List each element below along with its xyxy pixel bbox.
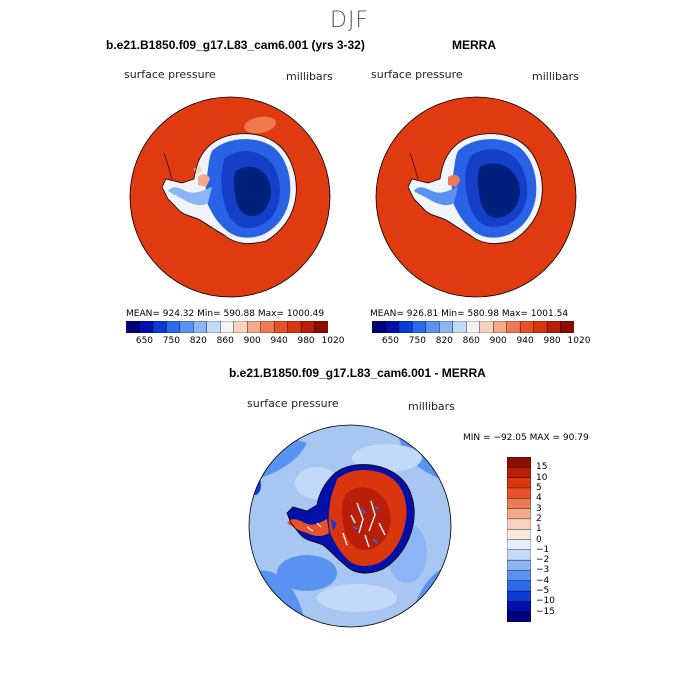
diff-units: millibars <box>408 400 455 413</box>
panel-2-colorbar-swatch <box>560 321 574 333</box>
panel-1-colorbar-tick-label: 820 <box>189 336 207 346</box>
diff-colorbar-labels: 15 10 5 4 3 2 1 0 −1 −2 −3 −4 −5 −10 −15 <box>536 457 576 622</box>
diff-colorbar-tick-label: 1 <box>536 524 542 535</box>
diff-colorbar-swatch <box>507 508 531 520</box>
diff-colorbar-swatch <box>507 487 531 499</box>
panel-1-colorbar-swatch <box>314 321 328 333</box>
panel-2-colorbar-tick-label: 900 <box>489 336 507 346</box>
panel-1-colorbar-tick-label: 860 <box>216 336 234 346</box>
diff-colorbar-swatch <box>507 477 531 489</box>
panel-1-colorbar-tick-label: 940 <box>270 336 288 346</box>
panel-1-colorbar <box>126 321 328 333</box>
panel-1-colorbar-swatch <box>287 321 302 333</box>
panel-2-colorbar-tick-label: 650 <box>381 336 400 346</box>
panel-2-map <box>374 95 578 299</box>
panel-1-colorbar-swatch <box>166 321 181 333</box>
panel-2-units: millibars <box>532 70 579 83</box>
diff-colorbar-tick-label: −1 <box>536 544 550 555</box>
diff-colorbar-swatch <box>507 498 531 510</box>
diff-colorbar-tick-label: −3 <box>536 565 550 576</box>
panel-1-colorbar-swatch <box>152 321 167 333</box>
panel-2-colorbar-tick-label: 980 <box>543 336 561 346</box>
panel-2-colorbar-swatch <box>506 321 521 333</box>
diff-colorbar-tick-label: 5 <box>536 482 542 493</box>
diff-colorbar-swatch <box>507 457 531 468</box>
diff-colorbar-tick-label: 15 <box>536 462 548 473</box>
panel-2-colorbar-swatch <box>372 321 386 333</box>
diff-minmax: MIN = −92.05 MAX = 90.79 <box>463 433 589 443</box>
panel-2-title: MERRA <box>452 38 496 52</box>
panel-2-colorbar-tick-label: 860 <box>462 336 480 346</box>
diff-colorbar-tick-label: 3 <box>536 503 542 514</box>
diff-colorbar-swatch <box>507 590 531 602</box>
panel-2-colorbar-swatch <box>466 321 481 333</box>
panel-2-colorbar-tick-label: 1020 <box>567 336 591 346</box>
diff-colorbar-swatch <box>507 570 531 582</box>
panel-2-colorbar-tick-label: 820 <box>435 336 453 346</box>
diff-colorbar-swatch <box>507 611 531 622</box>
season-title: DJF <box>330 8 370 33</box>
panel-1-colorbar-swatch <box>300 321 316 333</box>
panel-2-colorbar-swatch <box>398 321 413 333</box>
diff-colorbar-tick-label: 4 <box>536 493 542 504</box>
panel-1-stats: MEAN= 924.32 Min= 590.88 Max= 1000.49 <box>126 309 325 319</box>
diff-map <box>247 423 453 629</box>
diff-colorbar-tick-label: −4 <box>536 575 550 586</box>
panel-1-colorbar-labels: 650 750 820 860 900 940 980 1020 <box>126 336 345 348</box>
panel-1-title: b.e21.B1850.f09_g17.L83_cam6.001 (yrs 3-… <box>106 38 365 52</box>
diff-colorbar-swatch <box>507 467 531 479</box>
panel-2-colorbar-swatch <box>533 321 548 333</box>
panel-1-colorbar-swatch <box>126 321 140 333</box>
panel-1-units: millibars <box>286 70 333 83</box>
diff-colorbar-tick-label: −15 <box>536 606 555 617</box>
diff-title: b.e21.B1850.f09_g17.L83_cam6.001 - MERRA <box>229 366 486 380</box>
diff-colorbar-tick-label: −5 <box>536 586 550 597</box>
diff-colorbar-swatch <box>507 539 531 551</box>
panel-1-variable: surface pressure <box>124 68 216 81</box>
panel-2-colorbar-swatch <box>479 321 494 333</box>
panel-1-colorbar-tick-label: 900 <box>243 336 261 346</box>
panel-2-colorbar <box>372 321 574 333</box>
panel-2-colorbar-swatch <box>385 321 400 333</box>
panel-2-colorbar-swatch <box>439 321 454 333</box>
panel-1-colorbar-tick-label: 980 <box>297 336 315 346</box>
diff-colorbar-tick-label: 0 <box>536 534 542 545</box>
panel-1-colorbar-swatch <box>206 321 221 333</box>
panel-1-colorbar-swatch <box>139 321 154 333</box>
panel-1-map <box>128 95 332 299</box>
diff-colorbar-swatch <box>507 580 531 592</box>
panel-1-colorbar-swatch <box>246 321 262 333</box>
diff-colorbar-swatch <box>507 559 531 571</box>
diff-colorbar-swatch <box>507 549 531 561</box>
panel-2-stats: MEAN= 926.81 Min= 580.98 Max= 1001.54 <box>370 309 569 319</box>
panel-2-colorbar-swatch <box>492 321 508 333</box>
diff-colorbar <box>507 457 531 622</box>
diff-colorbar-swatch <box>507 601 531 613</box>
panel-1-colorbar-tick-label: 750 <box>162 336 180 346</box>
panel-2-colorbar-swatch <box>412 321 427 333</box>
panel-2-colorbar-swatch <box>519 321 535 333</box>
panel-1-colorbar-swatch <box>260 321 275 333</box>
panel-2-colorbar-tick-label: 940 <box>516 336 534 346</box>
panel-2-colorbar-swatch <box>546 321 562 333</box>
panel-1-colorbar-tick-label: 1020 <box>321 336 345 346</box>
panel-2-colorbar-tick-label: 750 <box>408 336 426 346</box>
diff-variable: surface pressure <box>247 397 339 410</box>
diff-colorbar-tick-label: 10 <box>536 472 548 483</box>
panel-1-colorbar-tick-label: 650 <box>135 336 154 346</box>
panel-2-colorbar-swatch <box>452 321 467 333</box>
panel-2-colorbar-swatch <box>425 321 440 333</box>
diff-colorbar-tick-label: 2 <box>536 513 542 524</box>
panel-1-colorbar-swatch <box>193 321 208 333</box>
diff-colorbar-swatch <box>507 528 531 541</box>
panel-1-colorbar-swatch <box>220 321 235 333</box>
diff-colorbar-tick-label: −10 <box>536 596 555 607</box>
diff-colorbar-swatch <box>507 518 531 530</box>
panel-1-colorbar-swatch <box>273 321 289 333</box>
panel-2-colorbar-labels: 650 750 820 860 900 940 980 1020 <box>372 336 591 348</box>
panel-1-colorbar-swatch <box>179 321 194 333</box>
diff-colorbar-tick-label: −2 <box>536 555 550 566</box>
panel-1-colorbar-swatch <box>233 321 248 333</box>
panel-2-variable: surface pressure <box>371 68 463 81</box>
